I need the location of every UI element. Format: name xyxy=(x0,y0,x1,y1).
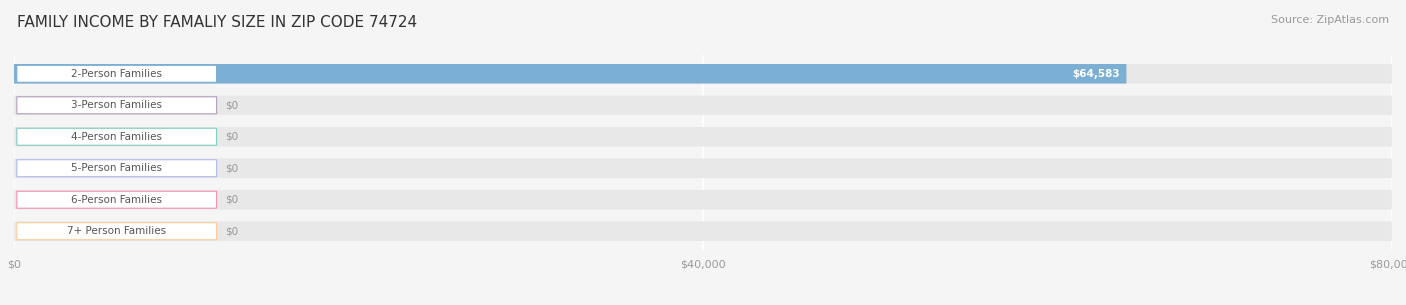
Text: 6-Person Families: 6-Person Families xyxy=(72,195,162,205)
FancyBboxPatch shape xyxy=(14,221,1392,241)
Text: $0: $0 xyxy=(225,132,238,142)
Text: Source: ZipAtlas.com: Source: ZipAtlas.com xyxy=(1271,15,1389,25)
Text: 4-Person Families: 4-Person Families xyxy=(72,132,162,142)
FancyBboxPatch shape xyxy=(14,127,1392,146)
FancyBboxPatch shape xyxy=(17,97,217,114)
FancyBboxPatch shape xyxy=(17,128,217,145)
Text: $0: $0 xyxy=(225,163,238,173)
Text: $0: $0 xyxy=(225,195,238,205)
Text: 7+ Person Families: 7+ Person Families xyxy=(67,226,166,236)
Text: 2-Person Families: 2-Person Families xyxy=(72,69,162,79)
FancyBboxPatch shape xyxy=(17,65,217,82)
FancyBboxPatch shape xyxy=(17,191,217,208)
Text: $0: $0 xyxy=(225,226,238,236)
FancyBboxPatch shape xyxy=(17,160,217,177)
FancyBboxPatch shape xyxy=(14,95,1392,115)
FancyBboxPatch shape xyxy=(17,223,217,240)
Text: $0: $0 xyxy=(225,100,238,110)
FancyBboxPatch shape xyxy=(14,190,1392,210)
FancyBboxPatch shape xyxy=(14,64,1126,84)
FancyBboxPatch shape xyxy=(14,64,1392,84)
Text: FAMILY INCOME BY FAMALIY SIZE IN ZIP CODE 74724: FAMILY INCOME BY FAMALIY SIZE IN ZIP COD… xyxy=(17,15,418,30)
Text: $64,583: $64,583 xyxy=(1071,69,1119,79)
Text: 3-Person Families: 3-Person Families xyxy=(72,100,162,110)
FancyBboxPatch shape xyxy=(14,159,1392,178)
Text: 5-Person Families: 5-Person Families xyxy=(72,163,162,173)
